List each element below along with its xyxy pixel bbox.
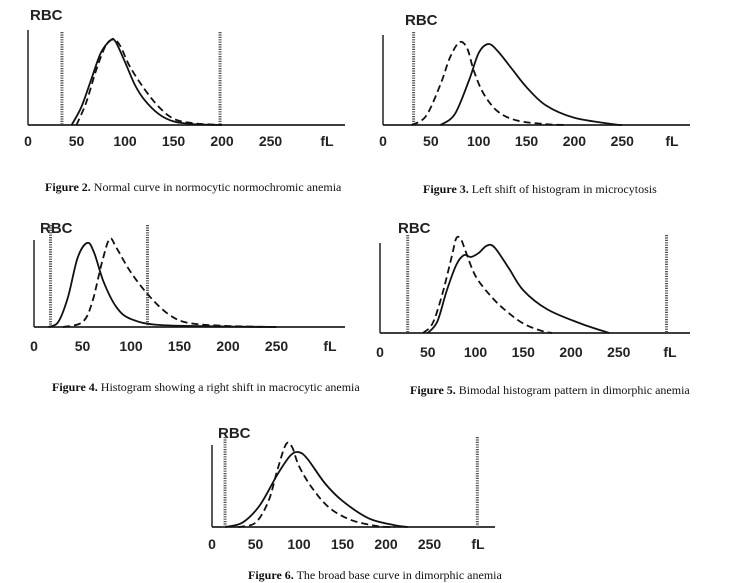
x-tick-label: 50 <box>69 133 85 149</box>
rbc-histogram-3: RBC 0 50 100 150 200 250 fL <box>379 12 690 149</box>
caption-text: Left shift of histogram in microcytosis <box>468 182 657 196</box>
figure-caption: Figure 6. The broad base curve in dimorp… <box>248 568 502 583</box>
x-tick-label: 150 <box>512 344 536 360</box>
curve-dashed <box>411 40 565 126</box>
x-tick-label: 0 <box>30 338 38 354</box>
x-axis-label: fL <box>320 133 334 149</box>
curve-dashed <box>422 235 553 334</box>
x-tick-label: 200 <box>374 536 398 552</box>
x-axis-label: fL <box>323 338 337 354</box>
x-tick-label: 0 <box>24 133 32 149</box>
x-tick-label: 150 <box>168 338 192 354</box>
curve-solid <box>439 43 623 126</box>
figure-caption: Figure 4. Histogram showing a right shif… <box>52 380 360 395</box>
curve-solid <box>427 243 610 334</box>
curve-solid <box>48 241 277 328</box>
x-tick-label: 0 <box>208 536 216 552</box>
caption-label: Figure 3. <box>423 182 469 196</box>
caption-text: Histogram showing a right shift in macro… <box>97 380 360 394</box>
curve-dashed <box>62 237 277 328</box>
caption-label: Figure 6. <box>248 568 294 582</box>
figure-caption: Figure 2. Normal curve in normocytic nor… <box>45 180 341 195</box>
caption-label: Figure 5. <box>410 383 456 397</box>
x-tick-label: 100 <box>464 344 488 360</box>
x-tick-label: 150 <box>331 536 355 552</box>
caption-text: Bimodal histogram pattern in dimorphic a… <box>455 383 690 397</box>
x-tick-label: 100 <box>113 133 137 149</box>
caption-label: Figure 4. <box>52 380 98 394</box>
rbc-histogram-6: RBC 0 50 100 150 200 250 fL <box>208 425 495 552</box>
x-tick-label: 250 <box>418 536 442 552</box>
x-tick-label: 200 <box>559 344 583 360</box>
caption-label: Figure 2. <box>45 180 91 194</box>
x-tick-label: 150 <box>515 133 539 149</box>
curve-dashed <box>237 441 395 528</box>
x-tick-label: 50 <box>423 133 439 149</box>
chart-title: RBC <box>405 12 438 29</box>
rbc-histogram-5: RBC 0 50 100 150 200 250 fL <box>376 220 690 360</box>
x-tick-label: 100 <box>467 133 491 149</box>
x-tick-label: 50 <box>420 344 436 360</box>
curve-dashed <box>75 38 223 126</box>
x-tick-label: 250 <box>607 344 631 360</box>
curve-solid <box>70 37 223 126</box>
x-tick-label: 200 <box>563 133 587 149</box>
rbc-histogram-2: RBC 0 50 100 150 200 250 fL <box>24 7 345 149</box>
rbc-histogram-4: RBC 0 50 100 150 200 250 fL <box>30 220 345 354</box>
x-tick-label: 100 <box>119 338 143 354</box>
x-axis-label: fL <box>665 133 679 149</box>
x-tick-label: 250 <box>611 133 635 149</box>
caption-text: Normal curve in normocytic normochromic … <box>90 180 342 194</box>
caption-text: The broad base curve in dimorphic anemia <box>293 568 502 582</box>
x-tick-label: 200 <box>216 338 240 354</box>
chart-title: RBC <box>30 7 63 24</box>
x-tick-label: 250 <box>265 338 289 354</box>
x-tick-label: 0 <box>376 344 384 360</box>
chart-title: RBC <box>398 220 431 237</box>
x-tick-label: 50 <box>75 338 91 354</box>
figure-caption: Figure 3. Left shift of histogram in mic… <box>423 182 657 197</box>
x-tick-label: 50 <box>248 536 264 552</box>
figure-caption: Figure 5. Bimodal histogram pattern in d… <box>410 383 690 398</box>
chart-title: RBC <box>218 425 251 442</box>
chart-title: RBC <box>40 220 73 237</box>
curve-solid <box>224 451 408 528</box>
x-axis-label: fL <box>471 536 485 552</box>
x-tick-label: 200 <box>210 133 234 149</box>
x-tick-label: 250 <box>259 133 283 149</box>
x-axis-label: fL <box>663 344 677 360</box>
x-tick-label: 0 <box>379 133 387 149</box>
x-tick-label: 150 <box>162 133 186 149</box>
x-tick-label: 100 <box>287 536 311 552</box>
